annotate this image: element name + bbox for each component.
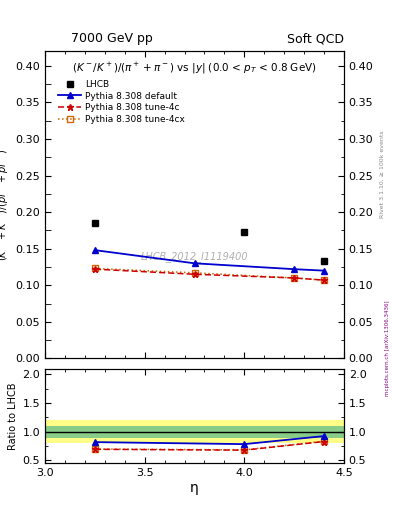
Bar <box>45 426 344 438</box>
Y-axis label: $(K^+ + K^-)/(pi^+ + pi^-)$: $(K^+ + K^-)/(pi^+ + pi^-)$ <box>0 149 11 261</box>
Bar <box>45 420 344 443</box>
Text: 7000 GeV pp: 7000 GeV pp <box>71 32 152 45</box>
Legend: LHCB, Pythia 8.308 default, Pythia 8.308 tune-4c, Pythia 8.308 tune-4cx: LHCB, Pythia 8.308 default, Pythia 8.308… <box>56 77 188 127</box>
X-axis label: η: η <box>190 481 199 495</box>
Text: mcplots.cern.ch [arXiv:1306.3436]: mcplots.cern.ch [arXiv:1306.3436] <box>385 301 389 396</box>
Text: Soft QCD: Soft QCD <box>287 32 344 45</box>
Text: LHCB_2012_I1119400: LHCB_2012_I1119400 <box>141 251 248 263</box>
Y-axis label: Ratio to LHCB: Ratio to LHCB <box>8 382 18 450</box>
Text: Rivet 3.1.10, ≥ 100k events: Rivet 3.1.10, ≥ 100k events <box>380 130 384 218</box>
Text: $(K^-/K^+)/(\pi^++\pi^-)$ vs $|y|$ (0.0 < $p_T$ < 0.8 GeV): $(K^-/K^+)/(\pi^++\pi^-)$ vs $|y|$ (0.0 … <box>72 60 317 75</box>
